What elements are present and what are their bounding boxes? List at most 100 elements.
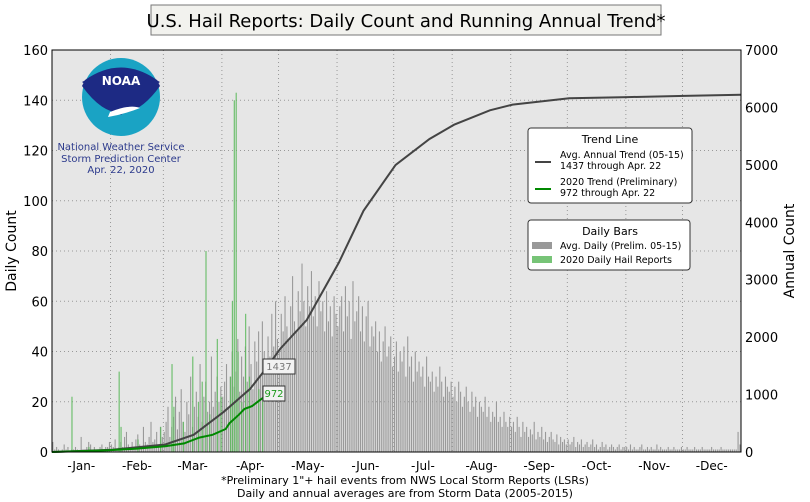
- avg-daily-bar: [390, 336, 392, 452]
- avg-daily-bar: [461, 406, 464, 452]
- avg-daily-bar: [190, 376, 192, 452]
- avg-daily-bar: [254, 341, 256, 452]
- avg-daily-bar: [658, 449, 660, 452]
- avg-daily-bar: [554, 441, 556, 452]
- svg-text:2020 Daily Hail Reports: 2020 Daily Hail Reports: [560, 255, 672, 266]
- logo-line-1: National Weather Service: [57, 142, 184, 153]
- avg-daily-bar: [695, 449, 698, 452]
- svg-text:NOAA: NOAA: [102, 74, 141, 88]
- avg-daily-bar: [731, 449, 733, 452]
- avg-daily-bar: [369, 346, 371, 452]
- avg-daily-bar: [478, 401, 481, 452]
- daily-2020-bar: [192, 356, 194, 452]
- avg-daily-bar: [110, 444, 112, 452]
- avg-daily-bar: [733, 449, 735, 452]
- avg-daily-bar: [90, 444, 92, 452]
- avg-daily-bar: [373, 336, 375, 452]
- avg-daily-bar: [709, 449, 711, 452]
- avg-daily-bar: [405, 376, 407, 452]
- avg-daily-bar: [346, 316, 348, 452]
- avg-daily-bar: [703, 449, 705, 452]
- avg-daily-bar: [52, 441, 54, 452]
- avg-daily-bar: [595, 444, 598, 452]
- avg-daily-bar: [629, 444, 632, 452]
- avg-daily-bar: [350, 338, 352, 452]
- plot-frame: [51, 49, 742, 453]
- avg-daily-bar: [165, 421, 167, 452]
- avg-daily-bar: [414, 351, 416, 452]
- svg-text:2020 Trend (Preliminary): 2020 Trend (Preliminary): [560, 177, 677, 188]
- avg-daily-bar: [601, 441, 603, 452]
- avg-daily-bar: [495, 401, 497, 452]
- avg-daily-bar: [288, 338, 290, 452]
- avg-daily-bar: [331, 336, 333, 452]
- avg-daily-bar: [667, 446, 669, 452]
- daily-2020-bar: [262, 401, 264, 452]
- avg-daily-bar: [509, 416, 511, 452]
- month-tick-label: -Sep-: [523, 459, 554, 473]
- y-tick-label: 20: [31, 396, 48, 411]
- avg-daily-bar: [343, 331, 345, 452]
- avg-daily-bar: [729, 449, 732, 452]
- avg-daily-bar: [446, 386, 448, 452]
- avg-daily-bar: [699, 449, 701, 452]
- avg-daily-bar: [548, 436, 550, 452]
- avg-daily-bar: [561, 441, 564, 452]
- svg-text:1437: 1437: [266, 362, 291, 373]
- y2-tick-label: 4000: [745, 216, 778, 231]
- avg-daily-bar: [588, 446, 590, 452]
- avg-daily-bar: [431, 371, 433, 452]
- daily-2020-bar: [229, 376, 232, 452]
- avg-daily-bar: [439, 366, 441, 452]
- y-tick-label: 120: [23, 145, 48, 160]
- avg-daily-bar: [560, 436, 562, 452]
- month-tick-label: -May-: [291, 459, 324, 473]
- avg-daily-bar: [631, 449, 633, 452]
- avg-daily-bar: [399, 351, 401, 452]
- avg-daily-bar: [692, 449, 694, 452]
- avg-daily-bar: [720, 446, 722, 452]
- avg-daily-bar: [477, 416, 479, 452]
- avg-daily-bar: [307, 286, 309, 452]
- avg-daily-bar: [618, 444, 620, 452]
- avg-daily-bar: [569, 444, 571, 452]
- y2-tick-label: 1000: [745, 389, 778, 404]
- avg-daily-bar: [641, 444, 643, 452]
- avg-daily-bar: [652, 449, 654, 452]
- avg-daily-bar: [448, 391, 450, 452]
- avg-daily-bar: [507, 426, 509, 452]
- avg-daily-bar: [380, 361, 382, 452]
- avg-daily-bar: [584, 444, 586, 452]
- svg-text:972 through Apr. 22: 972 through Apr. 22: [560, 188, 655, 199]
- avg-daily-bar: [662, 449, 664, 452]
- avg-daily-bar: [188, 414, 190, 452]
- avg-daily-bar: [261, 321, 263, 452]
- noaa-logo: NOAA: [82, 58, 160, 136]
- avg-daily-bar: [501, 426, 503, 452]
- avg-daily-bar: [660, 446, 662, 452]
- svg-text:Avg. Daily (Prelim. 05-15): Avg. Daily (Prelim. 05-15): [560, 241, 681, 252]
- y-tick-label: 60: [31, 295, 48, 310]
- avg-daily-bar: [597, 449, 599, 452]
- avg-daily-bar: [488, 406, 490, 452]
- svg-text:Daily Bars: Daily Bars: [582, 225, 638, 238]
- avg-daily-bar: [156, 431, 158, 452]
- avg-daily-bar: [552, 439, 554, 452]
- avg-daily-bar: [654, 449, 656, 452]
- avg-daily-bar: [599, 446, 601, 452]
- daily-2020-bar: [118, 371, 120, 452]
- avg-daily-bar: [492, 411, 494, 452]
- daily-2020-bar: [245, 313, 247, 452]
- avg-daily-bar: [337, 326, 339, 452]
- avg-daily-bar: [305, 326, 307, 452]
- avg-daily-bar: [697, 449, 699, 452]
- month-tick-label: -Mar-: [177, 459, 208, 473]
- month-tick-label: -Apr-: [236, 459, 264, 473]
- avg-daily-bar: [586, 441, 588, 452]
- avg-daily-bar: [563, 439, 565, 452]
- avg-daily-bar: [352, 281, 354, 452]
- avg-daily-bar: [616, 446, 618, 452]
- avg-daily-bar: [67, 446, 69, 452]
- avg-daily-bar: [714, 449, 716, 452]
